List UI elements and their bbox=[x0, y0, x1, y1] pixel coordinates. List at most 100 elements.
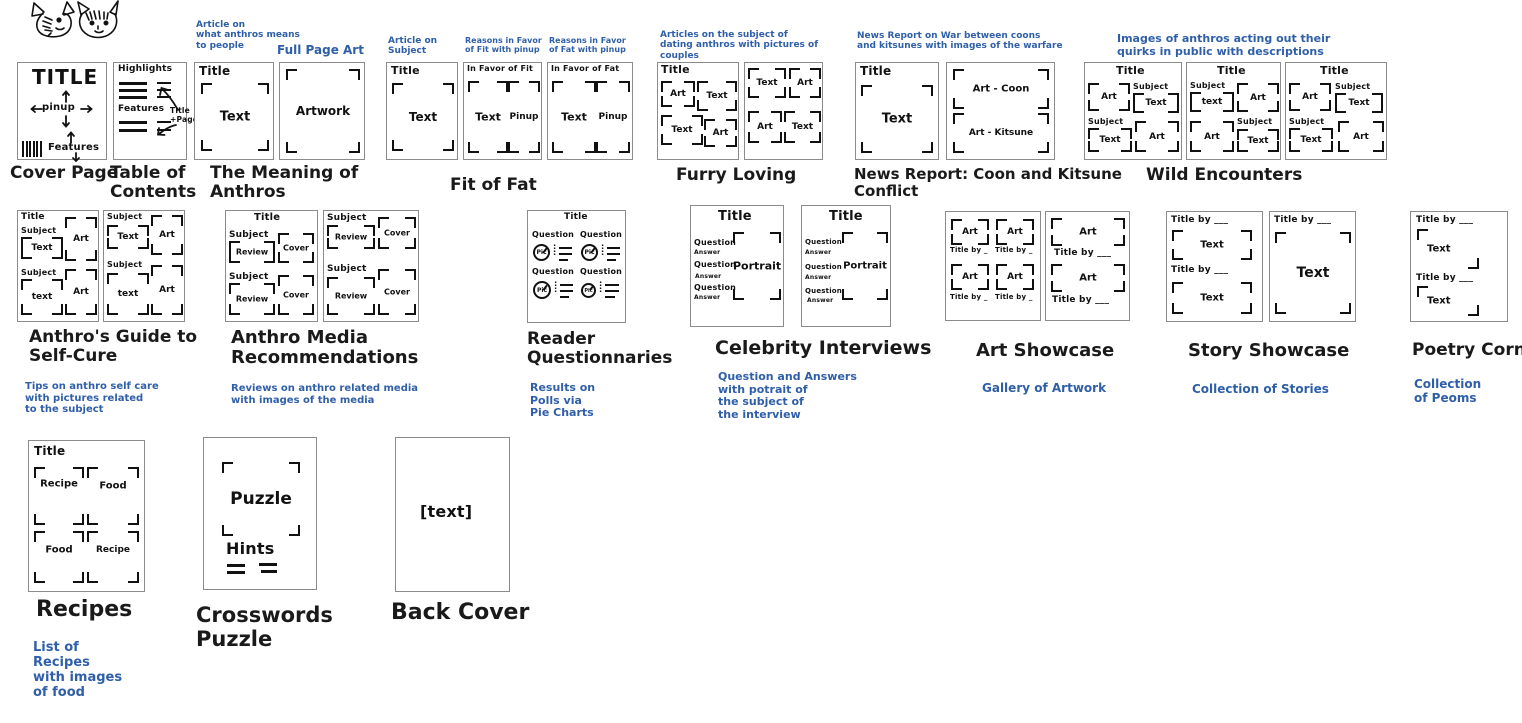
pie-chart-icon: Pic bbox=[533, 244, 550, 261]
page-card-wild-2[interactable]: Title Subject text Art Art Subject Text bbox=[1186, 62, 1281, 160]
page-card-media-left[interactable]: Title Subject Review Cover Subject Revie… bbox=[225, 210, 318, 322]
page-card-news-text[interactable]: Title Text bbox=[855, 62, 939, 160]
legend-lines bbox=[607, 247, 620, 264]
page-card-art-showcase-left[interactable]: Art Art Title by _ Title by _ Art Art Ti… bbox=[945, 211, 1041, 321]
page-text-label: Text bbox=[1348, 98, 1370, 108]
hint-rule bbox=[259, 563, 277, 566]
caption-anthro-media: Anthro Media Recommendations bbox=[231, 327, 419, 369]
annotation-favor-fat: Reasons in Favor of Fat with pinup bbox=[549, 36, 626, 55]
page-card-furry-loving-left[interactable]: Title Art Text Text Art bbox=[657, 62, 739, 160]
page-card-back-cover[interactable]: [text] bbox=[395, 437, 510, 592]
toc-pointer-arrow-top bbox=[159, 86, 179, 111]
text-frame: Text bbox=[552, 81, 596, 153]
page-text-label: Text bbox=[756, 78, 778, 88]
pinup-frame: Pinup bbox=[508, 81, 540, 153]
page-card-toc[interactable]: Highlights Features Title +Page bbox=[113, 62, 198, 160]
page-review-label: Review bbox=[334, 291, 368, 301]
title-by-label: Title by _ bbox=[995, 246, 1033, 254]
page-card-story-left[interactable]: Title by ___ Text Title by ___ Text bbox=[1166, 211, 1263, 322]
text-frame: Text bbox=[468, 81, 508, 153]
page-card-crossword[interactable]: Puzzle Hints bbox=[203, 437, 317, 590]
page-card-recipes[interactable]: Title Recipe Food Food Recipe bbox=[28, 440, 145, 592]
pie-label: Pic bbox=[584, 287, 593, 294]
cover-frame: Cover bbox=[378, 217, 416, 249]
toc-rule bbox=[119, 82, 147, 85]
page-art-label: Art bbox=[797, 78, 813, 88]
title-by-label: Title by _ bbox=[950, 293, 988, 301]
page-text-label: Text bbox=[408, 110, 438, 124]
cover-arrow-up2 bbox=[67, 131, 75, 144]
page-card-meaning-art[interactable]: Artwork bbox=[279, 62, 365, 160]
page-card-furry-loving-right[interactable]: Text Art Art Text bbox=[744, 62, 823, 160]
toc-title-page-label: Title +Page bbox=[170, 106, 199, 124]
page-card-media-right[interactable]: Subject Review Cover Subject Review Cove… bbox=[323, 210, 419, 322]
page-card-selfcare-left[interactable]: Title Subject Text Art Subject text Art bbox=[17, 210, 99, 322]
page-title-label: Title bbox=[391, 64, 420, 77]
page-subject-label: Subject bbox=[229, 230, 269, 240]
title-by-label: Title by ___ bbox=[1274, 215, 1332, 225]
annotation-recipes: List of Recipes with images of food bbox=[33, 640, 123, 700]
answer-label: Answer bbox=[807, 297, 834, 304]
page-card-art-showcase-right[interactable]: Art Title by ___ Art Title by ___ bbox=[1045, 211, 1130, 321]
annotation-anthros-guide: Tips on anthro self care with pictures r… bbox=[25, 381, 159, 415]
page-text-label: Text bbox=[1296, 265, 1330, 281]
page-card-wild-3[interactable]: Title Art Subject Text Subject Text Art bbox=[1285, 62, 1387, 160]
page-card-meaning-text[interactable]: Title Text bbox=[194, 62, 274, 160]
page-card-story-right[interactable]: Title by ___ Text bbox=[1269, 211, 1356, 322]
page-card-selfcare-right[interactable]: Subject Text Art Subject text Art bbox=[103, 210, 185, 322]
page-text-label: text bbox=[1201, 97, 1223, 107]
art-frame: Art bbox=[1338, 121, 1384, 152]
page-pinup-label: Pinup bbox=[598, 112, 628, 122]
art-frame: Art bbox=[1190, 121, 1234, 152]
page-card-in-favor-fat[interactable]: In Favor of Fat Text Pinup bbox=[547, 62, 633, 160]
art-frame: Art bbox=[65, 269, 97, 315]
page-card-interview-left[interactable]: Title Question Answer Question Answer Qu… bbox=[690, 205, 784, 327]
annotation-full-page-art: Full Page Art bbox=[277, 43, 364, 57]
hint-rule bbox=[227, 571, 245, 574]
title-by-label: Title by ___ bbox=[1171, 265, 1229, 275]
title-by-label: Title by ___ bbox=[1416, 273, 1474, 283]
title-by-label: Title by ___ bbox=[1052, 295, 1110, 305]
caption-crosswords-puzzle: Crosswords Puzzle bbox=[196, 603, 333, 651]
cover-frame: Cover bbox=[378, 269, 416, 315]
in-favor-of-fat-label: In Favor of Fat bbox=[551, 64, 620, 73]
text-frame: Text bbox=[1237, 129, 1279, 152]
cover-arrow-down bbox=[62, 115, 70, 128]
page-art-label: Art bbox=[1007, 227, 1023, 237]
pie-chart-icon: Pic bbox=[533, 281, 551, 299]
page-text-label: Text bbox=[1145, 98, 1167, 108]
page-card-poetry[interactable]: Title by ___ Text Title by ___ Text bbox=[1410, 211, 1508, 322]
text-frame: Text bbox=[784, 111, 821, 143]
page-title-label: Title bbox=[21, 212, 45, 222]
question-label: Question bbox=[532, 230, 575, 239]
page-review-label: Review bbox=[235, 247, 269, 257]
page-title-label: Title bbox=[860, 64, 892, 78]
page-card-cover[interactable]: TITLE pinup Features bbox=[17, 62, 107, 163]
page-card-questionnaries[interactable]: Title Question Question Pic :: Pic :: Qu… bbox=[527, 210, 626, 323]
caption-the-meaning-of-anthros: The Meaning of Anthros bbox=[210, 163, 359, 203]
art-frame: Art bbox=[1289, 83, 1331, 111]
page-card-fit-article[interactable]: Title Text bbox=[386, 62, 458, 160]
legend-dots: :: bbox=[601, 242, 605, 258]
annotation-news-report: News Report on War between coons and kit… bbox=[857, 31, 1063, 52]
page-card-wild-1[interactable]: Title Art Subject Text Subject Text Art bbox=[1084, 62, 1182, 160]
text-frame: Text bbox=[107, 225, 149, 249]
page-card-interview-right[interactable]: Title Question Answer Question Answer Qu… bbox=[801, 205, 891, 327]
cover-title-label: TITLE bbox=[32, 65, 99, 89]
page-subject-label: Subject bbox=[107, 212, 143, 221]
page-text-label: Text bbox=[1200, 239, 1224, 251]
hints-label: Hints bbox=[226, 539, 275, 558]
cover-arrow-left bbox=[30, 105, 43, 113]
page-subject-label: Subject bbox=[21, 268, 57, 277]
page-text-label: Text bbox=[1247, 135, 1269, 146]
page-cover-label: Cover bbox=[283, 243, 309, 253]
page-title-label: Title bbox=[1116, 64, 1145, 77]
answer-label: Answer bbox=[805, 274, 832, 281]
page-card-in-favor-fit[interactable]: In Favor of Fit Text Pinup bbox=[463, 62, 542, 160]
portrait-label: Portrait bbox=[843, 260, 887, 272]
text-frame: Text bbox=[392, 83, 454, 151]
page-subject-label: Subject bbox=[229, 272, 269, 282]
cover-barcode-icon bbox=[22, 141, 44, 157]
page-text-label: Text bbox=[706, 91, 728, 101]
page-card-news-art[interactable]: Art - Coon Art - Kitsune bbox=[946, 62, 1055, 160]
